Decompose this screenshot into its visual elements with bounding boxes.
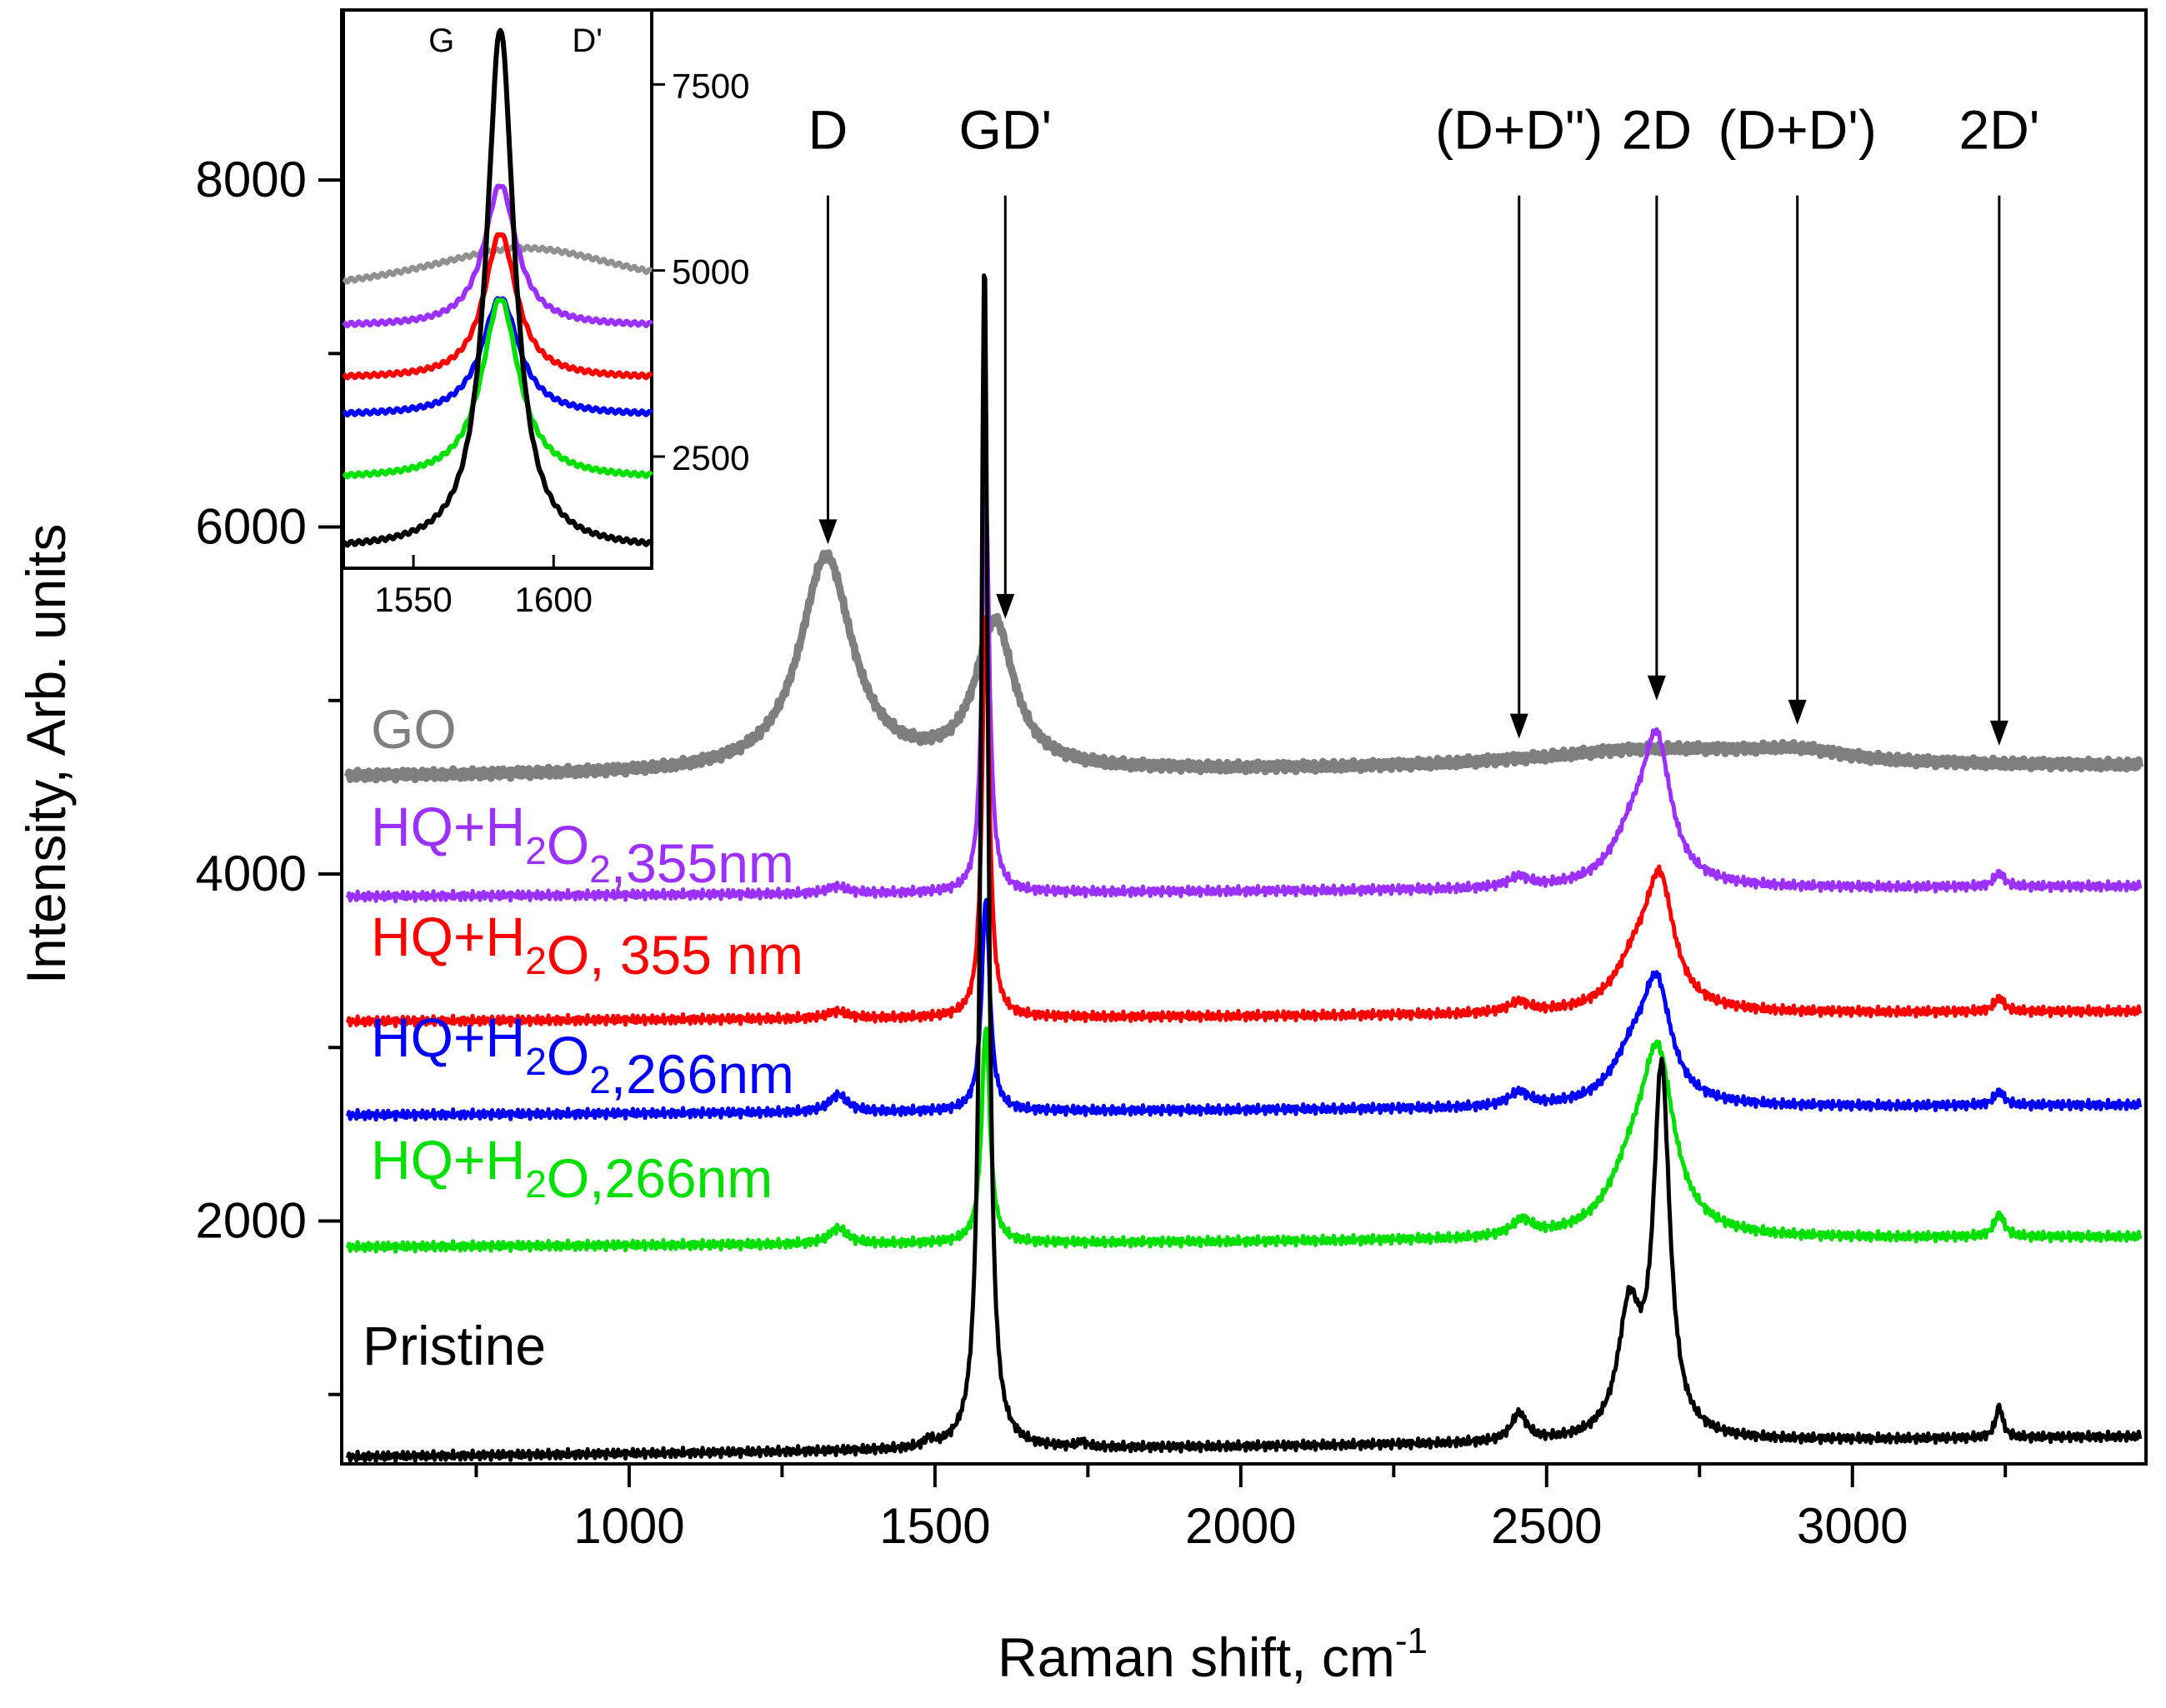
y-tick-label-3: 8000	[196, 152, 307, 207]
inset-series-line-1	[342, 183, 654, 329]
peak-arrow-head-0	[818, 519, 838, 545]
peak-arrow-head-2	[1509, 713, 1528, 739]
inset-ticks: 1550 1600 2500 5000 7500 G D'	[374, 22, 749, 619]
series-label-4: HQ+H2O,266nm	[371, 1129, 773, 1209]
inset-series-line-4	[342, 297, 654, 480]
inset-frame	[342, 8, 653, 570]
series-label-0: GO	[371, 698, 457, 760]
inset-series-line-0	[342, 243, 654, 285]
series-layer	[343, 273, 2144, 1464]
peak-arrow-head-3	[1647, 675, 1666, 701]
peak-label-0: D	[808, 99, 848, 161]
inset-y-tick-label-2: 7500	[672, 66, 749, 105]
series-label-5: Pristine	[363, 1315, 546, 1376]
inset-series-line-2	[342, 232, 654, 381]
peak-label-1: GD'	[958, 99, 1052, 161]
peak-label-4: (D+D')	[1718, 99, 1876, 161]
peak-annotations: D GD' (D+D") 2D (D+D') 2D'	[808, 99, 2039, 746]
x-tick-label-1: 1500	[879, 1498, 990, 1554]
axis-ticks: 1000 1500 2000 2500 3000 2000 4000 6000 8000	[196, 152, 2008, 1554]
inset-peak-label-0: G	[428, 22, 454, 59]
series-line-0	[343, 549, 2144, 784]
series-line-3	[345, 897, 2143, 1122]
x-tick-label-3: 2500	[1491, 1498, 1602, 1554]
inset-peak-label-1: D'	[572, 22, 603, 59]
inset-x-tick-label-0: 1550	[374, 580, 452, 619]
series-labels: GO HQ+H2O2,355nm HQ+H2O, 355 nm HQ+H2O2,266…	[363, 698, 803, 1376]
peak-arrow-head-1	[996, 593, 1015, 619]
x-axis-title: Raman shift, cm-1	[998, 1621, 1428, 1688]
series-line-4	[345, 1026, 2143, 1254]
x-tick-label-2: 2000	[1185, 1498, 1296, 1554]
inset-series-line-5	[342, 27, 654, 548]
series-line-1	[345, 490, 2143, 904]
y-tick-label-1: 4000	[196, 846, 307, 901]
peak-label-3: 2D	[1622, 99, 1692, 161]
x-tick-label-4: 3000	[1797, 1498, 1908, 1554]
peak-arrow-head-5	[1989, 720, 2008, 746]
inset-y-tick-label-1: 5000	[672, 252, 749, 292]
plot-frame	[340, 8, 2148, 1466]
y-tick-label-0: 2000	[196, 1192, 307, 1248]
peak-label-5: 2D'	[1958, 99, 2039, 161]
y-tick-label-2: 6000	[196, 499, 307, 555]
inset-y-tick-label-0: 2500	[672, 438, 749, 477]
series-label-1: HQ+H2O2,355nm	[371, 796, 794, 894]
x-tick-label-0: 1000	[573, 1498, 684, 1554]
inset-series-layer	[342, 27, 654, 548]
inset-plot: 1550 1600 2500 5000 7500 G D'	[342, 8, 749, 619]
peak-label-2: (D+D")	[1435, 99, 1603, 161]
y-axis-title: Intensity, Arb. units	[15, 524, 77, 985]
series-label-3: HQ+H2O2,266nm	[371, 1006, 794, 1105]
peak-arrow-head-4	[1788, 699, 1807, 725]
series-line-5	[345, 273, 2143, 1464]
series-line-2	[345, 615, 2143, 1029]
series-label-2: HQ+H2O, 355 nm	[371, 906, 803, 986]
inset-x-tick-label-1: 1600	[515, 580, 593, 619]
